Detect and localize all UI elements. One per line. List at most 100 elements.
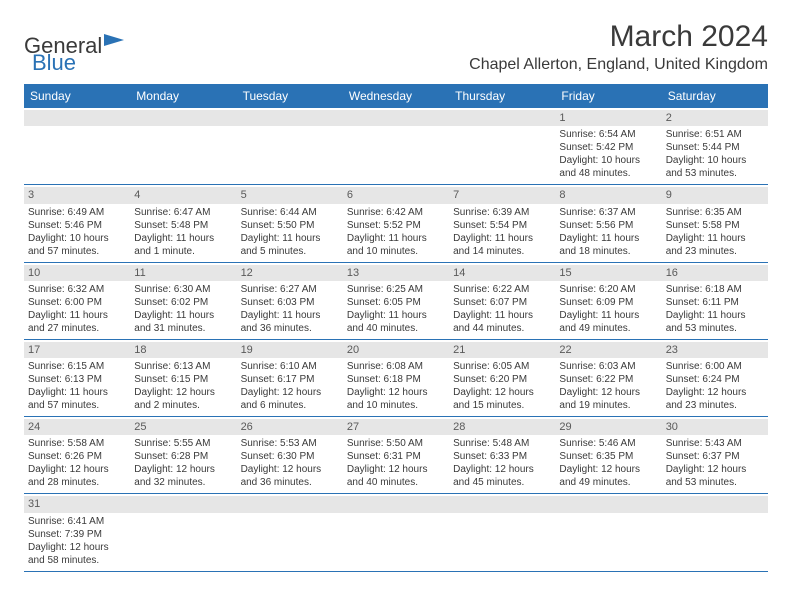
day-cell: 13Sunrise: 6:25 AMSunset: 6:05 PMDayligh… bbox=[343, 263, 449, 339]
sunrise-text: Sunrise: 6:42 AM bbox=[347, 206, 445, 219]
day-cell bbox=[343, 108, 449, 184]
day-number: 9 bbox=[662, 187, 768, 203]
sunset-text: Sunset: 5:48 PM bbox=[134, 219, 232, 232]
sunrise-text: Sunrise: 6:32 AM bbox=[28, 283, 126, 296]
day-cell: 19Sunrise: 6:10 AMSunset: 6:17 PMDayligh… bbox=[237, 340, 343, 416]
day-cell: 18Sunrise: 6:13 AMSunset: 6:15 PMDayligh… bbox=[130, 340, 236, 416]
day-number: 25 bbox=[130, 419, 236, 435]
day-cell: 3Sunrise: 6:49 AMSunset: 5:46 PMDaylight… bbox=[24, 185, 130, 261]
week-row: 3Sunrise: 6:49 AMSunset: 5:46 PMDaylight… bbox=[24, 185, 768, 262]
week-row: 17Sunrise: 6:15 AMSunset: 6:13 PMDayligh… bbox=[24, 340, 768, 417]
day-cell bbox=[662, 494, 768, 570]
week-row: 1Sunrise: 6:54 AMSunset: 5:42 PMDaylight… bbox=[24, 108, 768, 185]
sunrise-text: Sunrise: 6:03 AM bbox=[559, 360, 657, 373]
sunrise-text: Sunrise: 5:46 AM bbox=[559, 437, 657, 450]
day-cell: 20Sunrise: 6:08 AMSunset: 6:18 PMDayligh… bbox=[343, 340, 449, 416]
sunrise-text: Sunrise: 6:05 AM bbox=[453, 360, 551, 373]
sunset-text: Sunset: 6:28 PM bbox=[134, 450, 232, 463]
day-cell: 11Sunrise: 6:30 AMSunset: 6:02 PMDayligh… bbox=[130, 263, 236, 339]
daylight-text: Daylight: 12 hours and 10 minutes. bbox=[347, 386, 445, 412]
daylight-text: Daylight: 11 hours and 27 minutes. bbox=[28, 309, 126, 335]
day-number: 5 bbox=[237, 187, 343, 203]
day-number: 22 bbox=[555, 342, 661, 358]
sunrise-text: Sunrise: 5:43 AM bbox=[666, 437, 764, 450]
daylight-text: Daylight: 11 hours and 14 minutes. bbox=[453, 232, 551, 258]
daylight-text: Daylight: 11 hours and 49 minutes. bbox=[559, 309, 657, 335]
day-header: Sunday bbox=[24, 84, 130, 108]
day-number bbox=[343, 496, 449, 512]
day-number: 19 bbox=[237, 342, 343, 358]
sunset-text: Sunset: 5:46 PM bbox=[28, 219, 126, 232]
sunrise-text: Sunrise: 6:27 AM bbox=[241, 283, 339, 296]
daylight-text: Daylight: 10 hours and 53 minutes. bbox=[666, 154, 764, 180]
daylight-text: Daylight: 12 hours and 36 minutes. bbox=[241, 463, 339, 489]
sunset-text: Sunset: 6:30 PM bbox=[241, 450, 339, 463]
daylight-text: Daylight: 12 hours and 32 minutes. bbox=[134, 463, 232, 489]
sunrise-text: Sunrise: 6:51 AM bbox=[666, 128, 764, 141]
day-header: Friday bbox=[555, 84, 661, 108]
daylight-text: Daylight: 10 hours and 48 minutes. bbox=[559, 154, 657, 180]
day-number bbox=[449, 110, 555, 126]
sunrise-text: Sunrise: 6:20 AM bbox=[559, 283, 657, 296]
daylight-text: Daylight: 10 hours and 57 minutes. bbox=[28, 232, 126, 258]
daylight-text: Daylight: 11 hours and 18 minutes. bbox=[559, 232, 657, 258]
day-number: 11 bbox=[130, 265, 236, 281]
day-cell: 16Sunrise: 6:18 AMSunset: 6:11 PMDayligh… bbox=[662, 263, 768, 339]
sunrise-text: Sunrise: 5:53 AM bbox=[241, 437, 339, 450]
day-number: 4 bbox=[130, 187, 236, 203]
daylight-text: Daylight: 11 hours and 53 minutes. bbox=[666, 309, 764, 335]
day-cell: 2Sunrise: 6:51 AMSunset: 5:44 PMDaylight… bbox=[662, 108, 768, 184]
sunrise-text: Sunrise: 6:00 AM bbox=[666, 360, 764, 373]
sunrise-text: Sunrise: 5:58 AM bbox=[28, 437, 126, 450]
sunrise-text: Sunrise: 5:48 AM bbox=[453, 437, 551, 450]
day-cell: 14Sunrise: 6:22 AMSunset: 6:07 PMDayligh… bbox=[449, 263, 555, 339]
week-row: 24Sunrise: 5:58 AMSunset: 6:26 PMDayligh… bbox=[24, 417, 768, 494]
daylight-text: Daylight: 11 hours and 23 minutes. bbox=[666, 232, 764, 258]
sunset-text: Sunset: 6:02 PM bbox=[134, 296, 232, 309]
sunrise-text: Sunrise: 6:15 AM bbox=[28, 360, 126, 373]
sunset-text: Sunset: 6:22 PM bbox=[559, 373, 657, 386]
day-cell: 15Sunrise: 6:20 AMSunset: 6:09 PMDayligh… bbox=[555, 263, 661, 339]
calendar-header-row: SundayMondayTuesdayWednesdayThursdayFrid… bbox=[24, 84, 768, 108]
title-block: March 2024 Chapel Allerton, England, Uni… bbox=[469, 20, 768, 74]
day-cell bbox=[555, 494, 661, 570]
location-label: Chapel Allerton, England, United Kingdom bbox=[469, 56, 768, 74]
day-cell: 8Sunrise: 6:37 AMSunset: 5:56 PMDaylight… bbox=[555, 185, 661, 261]
sunrise-text: Sunrise: 6:22 AM bbox=[453, 283, 551, 296]
day-number: 27 bbox=[343, 419, 449, 435]
sunset-text: Sunset: 5:52 PM bbox=[347, 219, 445, 232]
sunset-text: Sunset: 6:05 PM bbox=[347, 296, 445, 309]
daylight-text: Daylight: 11 hours and 44 minutes. bbox=[453, 309, 551, 335]
daylight-text: Daylight: 12 hours and 15 minutes. bbox=[453, 386, 551, 412]
day-cell: 28Sunrise: 5:48 AMSunset: 6:33 PMDayligh… bbox=[449, 417, 555, 493]
sunset-text: Sunset: 6:17 PM bbox=[241, 373, 339, 386]
sunrise-text: Sunrise: 6:39 AM bbox=[453, 206, 551, 219]
sunrise-text: Sunrise: 6:47 AM bbox=[134, 206, 232, 219]
day-number: 15 bbox=[555, 265, 661, 281]
day-number: 17 bbox=[24, 342, 130, 358]
day-number bbox=[662, 496, 768, 512]
day-cell: 21Sunrise: 6:05 AMSunset: 6:20 PMDayligh… bbox=[449, 340, 555, 416]
day-number bbox=[449, 496, 555, 512]
sunrise-text: Sunrise: 6:25 AM bbox=[347, 283, 445, 296]
day-number: 31 bbox=[24, 496, 130, 512]
day-number: 26 bbox=[237, 419, 343, 435]
day-cell bbox=[237, 494, 343, 570]
daylight-text: Daylight: 11 hours and 10 minutes. bbox=[347, 232, 445, 258]
day-number: 2 bbox=[662, 110, 768, 126]
day-header: Tuesday bbox=[237, 84, 343, 108]
day-cell: 25Sunrise: 5:55 AMSunset: 6:28 PMDayligh… bbox=[130, 417, 236, 493]
day-number: 16 bbox=[662, 265, 768, 281]
sunset-text: Sunset: 6:20 PM bbox=[453, 373, 551, 386]
calendar: SundayMondayTuesdayWednesdayThursdayFrid… bbox=[24, 84, 768, 572]
sunset-text: Sunset: 5:56 PM bbox=[559, 219, 657, 232]
sunset-text: Sunset: 6:33 PM bbox=[453, 450, 551, 463]
daylight-text: Daylight: 12 hours and 28 minutes. bbox=[28, 463, 126, 489]
day-cell bbox=[343, 494, 449, 570]
sunrise-text: Sunrise: 6:41 AM bbox=[28, 515, 126, 528]
flag-icon bbox=[104, 28, 126, 54]
day-number: 1 bbox=[555, 110, 661, 126]
day-cell: 23Sunrise: 6:00 AMSunset: 6:24 PMDayligh… bbox=[662, 340, 768, 416]
daylight-text: Daylight: 12 hours and 19 minutes. bbox=[559, 386, 657, 412]
sunrise-text: Sunrise: 6:44 AM bbox=[241, 206, 339, 219]
